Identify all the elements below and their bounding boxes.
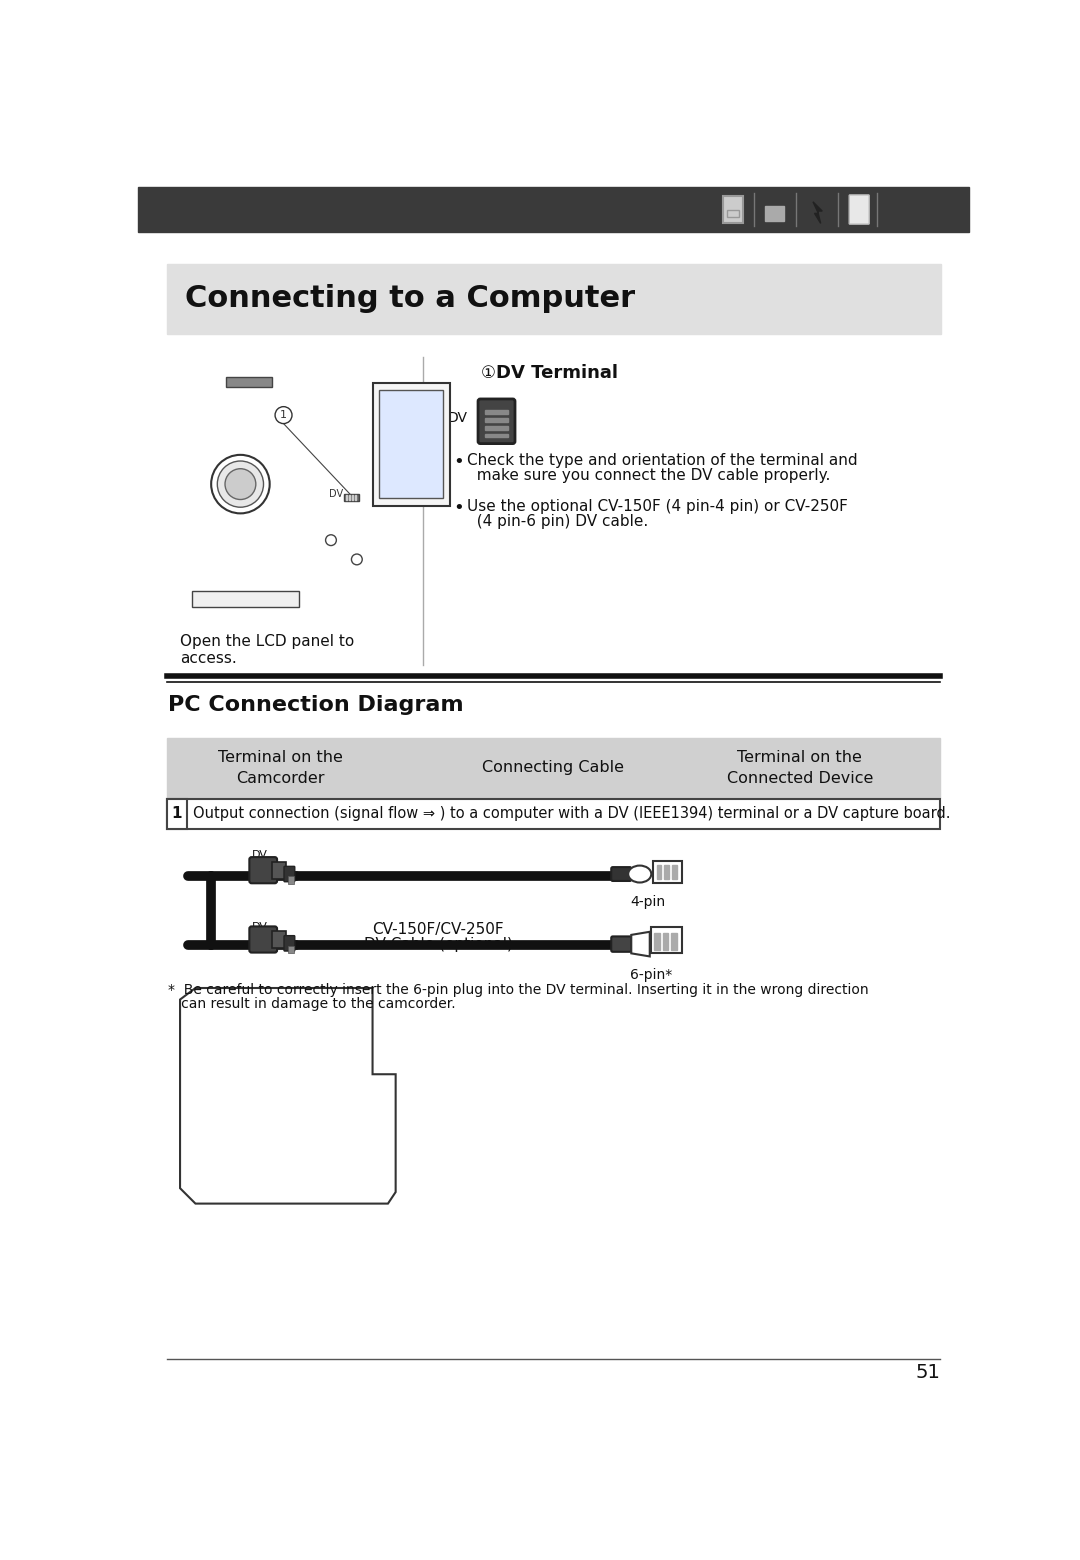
Bar bbox=[167, 738, 940, 797]
Text: ①: ① bbox=[481, 365, 496, 382]
Text: Output connection (signal flow ⇒ ) to a computer with a DV (IEEE1394) terminal o: Output connection (signal flow ⇒ ) to a … bbox=[193, 807, 950, 822]
Bar bbox=[651, 927, 683, 953]
Text: •: • bbox=[454, 452, 464, 471]
Text: •: • bbox=[454, 499, 464, 516]
Circle shape bbox=[217, 462, 264, 507]
Text: (4 pin-6 pin) DV cable.: (4 pin-6 pin) DV cable. bbox=[468, 515, 648, 529]
Bar bbox=[288, 945, 294, 953]
Bar bbox=[167, 799, 187, 830]
Bar bbox=[657, 864, 661, 878]
Text: Check the type and orientation of the terminal and: Check the type and orientation of the te… bbox=[468, 452, 858, 468]
Text: *  Be careful to correctly insert the 6-pin plug into the DV terminal. Inserting: * Be careful to correctly insert the 6-p… bbox=[168, 983, 869, 997]
Bar bbox=[379, 390, 444, 498]
FancyBboxPatch shape bbox=[249, 856, 278, 883]
Bar bbox=[664, 864, 669, 878]
Bar bbox=[167, 799, 940, 830]
Bar bbox=[663, 933, 669, 950]
Bar bbox=[672, 933, 677, 950]
Text: DV: DV bbox=[329, 488, 343, 499]
Circle shape bbox=[325, 535, 336, 546]
Bar bbox=[272, 861, 286, 878]
Bar bbox=[345, 493, 360, 501]
Bar bbox=[346, 495, 347, 499]
Text: Terminal on the
Camcorder: Terminal on the Camcorder bbox=[218, 750, 342, 786]
Bar bbox=[373, 382, 449, 505]
Circle shape bbox=[275, 407, 292, 424]
Text: can result in damage to the camcorder.: can result in damage to the camcorder. bbox=[168, 997, 456, 1011]
Bar bbox=[485, 426, 508, 429]
Text: 6-pin*: 6-pin* bbox=[630, 967, 673, 981]
FancyArrow shape bbox=[766, 206, 784, 222]
Text: DV: DV bbox=[448, 412, 468, 426]
Bar bbox=[288, 877, 294, 885]
Text: PC Connection Diagram: PC Connection Diagram bbox=[168, 696, 464, 716]
Circle shape bbox=[351, 554, 362, 565]
Polygon shape bbox=[632, 931, 650, 956]
Text: 1: 1 bbox=[280, 410, 287, 420]
Text: 51: 51 bbox=[915, 1363, 940, 1382]
Text: Use the optional CV-150F (4 pin-4 pin) or CV-250F: Use the optional CV-150F (4 pin-4 pin) o… bbox=[468, 499, 848, 515]
Bar bbox=[355, 495, 356, 499]
FancyBboxPatch shape bbox=[849, 195, 869, 225]
Bar bbox=[138, 187, 970, 232]
Text: Connecting Cable: Connecting Cable bbox=[483, 760, 624, 775]
Bar bbox=[723, 195, 743, 223]
Bar bbox=[167, 264, 941, 334]
Text: Terminal on the
Connected Device: Terminal on the Connected Device bbox=[727, 750, 873, 786]
FancyBboxPatch shape bbox=[478, 399, 515, 443]
Bar bbox=[727, 209, 739, 217]
Text: 1: 1 bbox=[172, 807, 183, 822]
Text: CV-150F/CV-250F: CV-150F/CV-250F bbox=[373, 922, 503, 936]
Bar bbox=[191, 591, 299, 607]
Text: 4-pin: 4-pin bbox=[630, 895, 665, 909]
Bar bbox=[485, 434, 508, 437]
Bar bbox=[226, 376, 272, 387]
Text: Open the LCD panel to
access.: Open the LCD panel to access. bbox=[180, 633, 354, 666]
Text: Connecting to a Computer: Connecting to a Computer bbox=[186, 284, 635, 314]
Bar bbox=[485, 410, 508, 415]
Text: DV: DV bbox=[252, 922, 268, 931]
Circle shape bbox=[225, 468, 256, 499]
Bar bbox=[272, 931, 286, 948]
FancyBboxPatch shape bbox=[611, 867, 632, 881]
Bar bbox=[652, 861, 683, 883]
Bar bbox=[654, 933, 660, 950]
FancyBboxPatch shape bbox=[249, 927, 278, 953]
FancyBboxPatch shape bbox=[611, 936, 632, 952]
Text: DV Cable (optional): DV Cable (optional) bbox=[364, 938, 512, 952]
Bar bbox=[349, 495, 350, 499]
Polygon shape bbox=[180, 987, 395, 1204]
Polygon shape bbox=[813, 201, 822, 223]
Circle shape bbox=[212, 456, 270, 513]
FancyBboxPatch shape bbox=[284, 866, 295, 881]
Text: DV Terminal: DV Terminal bbox=[496, 365, 618, 382]
Text: make sure you connect the DV cable properly.: make sure you connect the DV cable prope… bbox=[468, 468, 831, 484]
Bar bbox=[672, 864, 677, 878]
Text: DV: DV bbox=[252, 850, 268, 860]
Ellipse shape bbox=[629, 866, 651, 883]
FancyBboxPatch shape bbox=[284, 936, 295, 952]
Bar bbox=[485, 418, 508, 423]
Bar bbox=[352, 495, 353, 499]
